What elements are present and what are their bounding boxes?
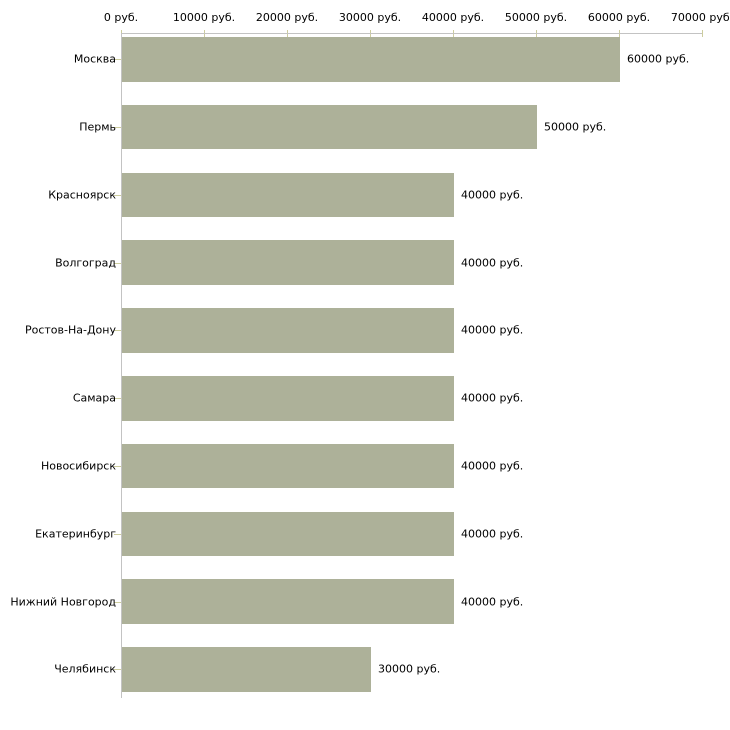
y-axis-line	[121, 33, 122, 698]
category-label: Ростов-На-Дону	[24, 323, 116, 337]
y-axis-tick-mark	[114, 195, 121, 196]
y-axis-tick-mark	[114, 263, 121, 264]
x-axis-tick-label: 50000 руб.	[504, 11, 568, 24]
bar-8	[122, 511, 454, 557]
category-label: Москва	[73, 52, 116, 66]
category-label: Новосибирск	[40, 459, 116, 473]
x-axis-tick-label: 0 руб.	[103, 11, 139, 24]
category-label: Пермь	[79, 120, 116, 134]
category-label: Нижний Новгород	[10, 595, 116, 609]
category-label: Красноярск	[48, 188, 116, 202]
x-axis-tick-mark	[702, 30, 703, 37]
y-axis-tick-mark	[114, 602, 121, 603]
category-label: Челябинск	[54, 662, 116, 676]
bar-10	[122, 647, 371, 692]
value-label: 40000 руб.	[461, 459, 524, 473]
category-label: Волгоград	[55, 256, 116, 270]
x-axis-tick-label: 20000 руб.	[255, 11, 319, 24]
x-axis-tick-label: 10000 руб.	[172, 11, 236, 24]
bar-1	[122, 37, 620, 82]
value-label: 40000 руб.	[461, 323, 524, 337]
bar-5	[122, 308, 454, 353]
y-axis-tick-mark	[114, 534, 121, 535]
bar-7	[122, 443, 454, 489]
x-axis-tick-label: 30000 руб.	[338, 11, 402, 24]
y-axis-tick-mark	[114, 669, 121, 670]
value-label: 40000 руб.	[461, 595, 524, 609]
y-axis-tick-mark	[114, 127, 121, 128]
bar-3	[122, 172, 454, 218]
bar-4	[122, 240, 454, 285]
x-axis-tick-label: 60000 руб.	[587, 11, 651, 24]
x-axis-tick-label: 70000 руб.	[670, 11, 730, 24]
bar-2	[122, 104, 537, 150]
value-label: 60000 руб.	[627, 52, 690, 66]
value-label: 40000 руб.	[461, 527, 524, 541]
value-label: 40000 руб.	[461, 391, 524, 405]
category-label: Самара	[72, 391, 116, 405]
bar-9	[122, 579, 454, 624]
x-axis-tick-label: 40000 руб.	[421, 11, 485, 24]
y-axis-tick-mark	[114, 59, 121, 60]
bar-6	[122, 376, 454, 421]
x-axis-line	[121, 33, 702, 34]
y-axis-tick-mark	[114, 330, 121, 331]
value-label: 30000 руб.	[378, 662, 441, 676]
value-label: 40000 руб.	[461, 256, 524, 270]
category-label: Екатеринбург	[35, 527, 116, 541]
y-axis-tick-mark	[114, 398, 121, 399]
value-label: 50000 руб.	[544, 120, 607, 134]
value-label: 40000 руб.	[461, 188, 524, 202]
y-axis-tick-mark	[114, 466, 121, 467]
